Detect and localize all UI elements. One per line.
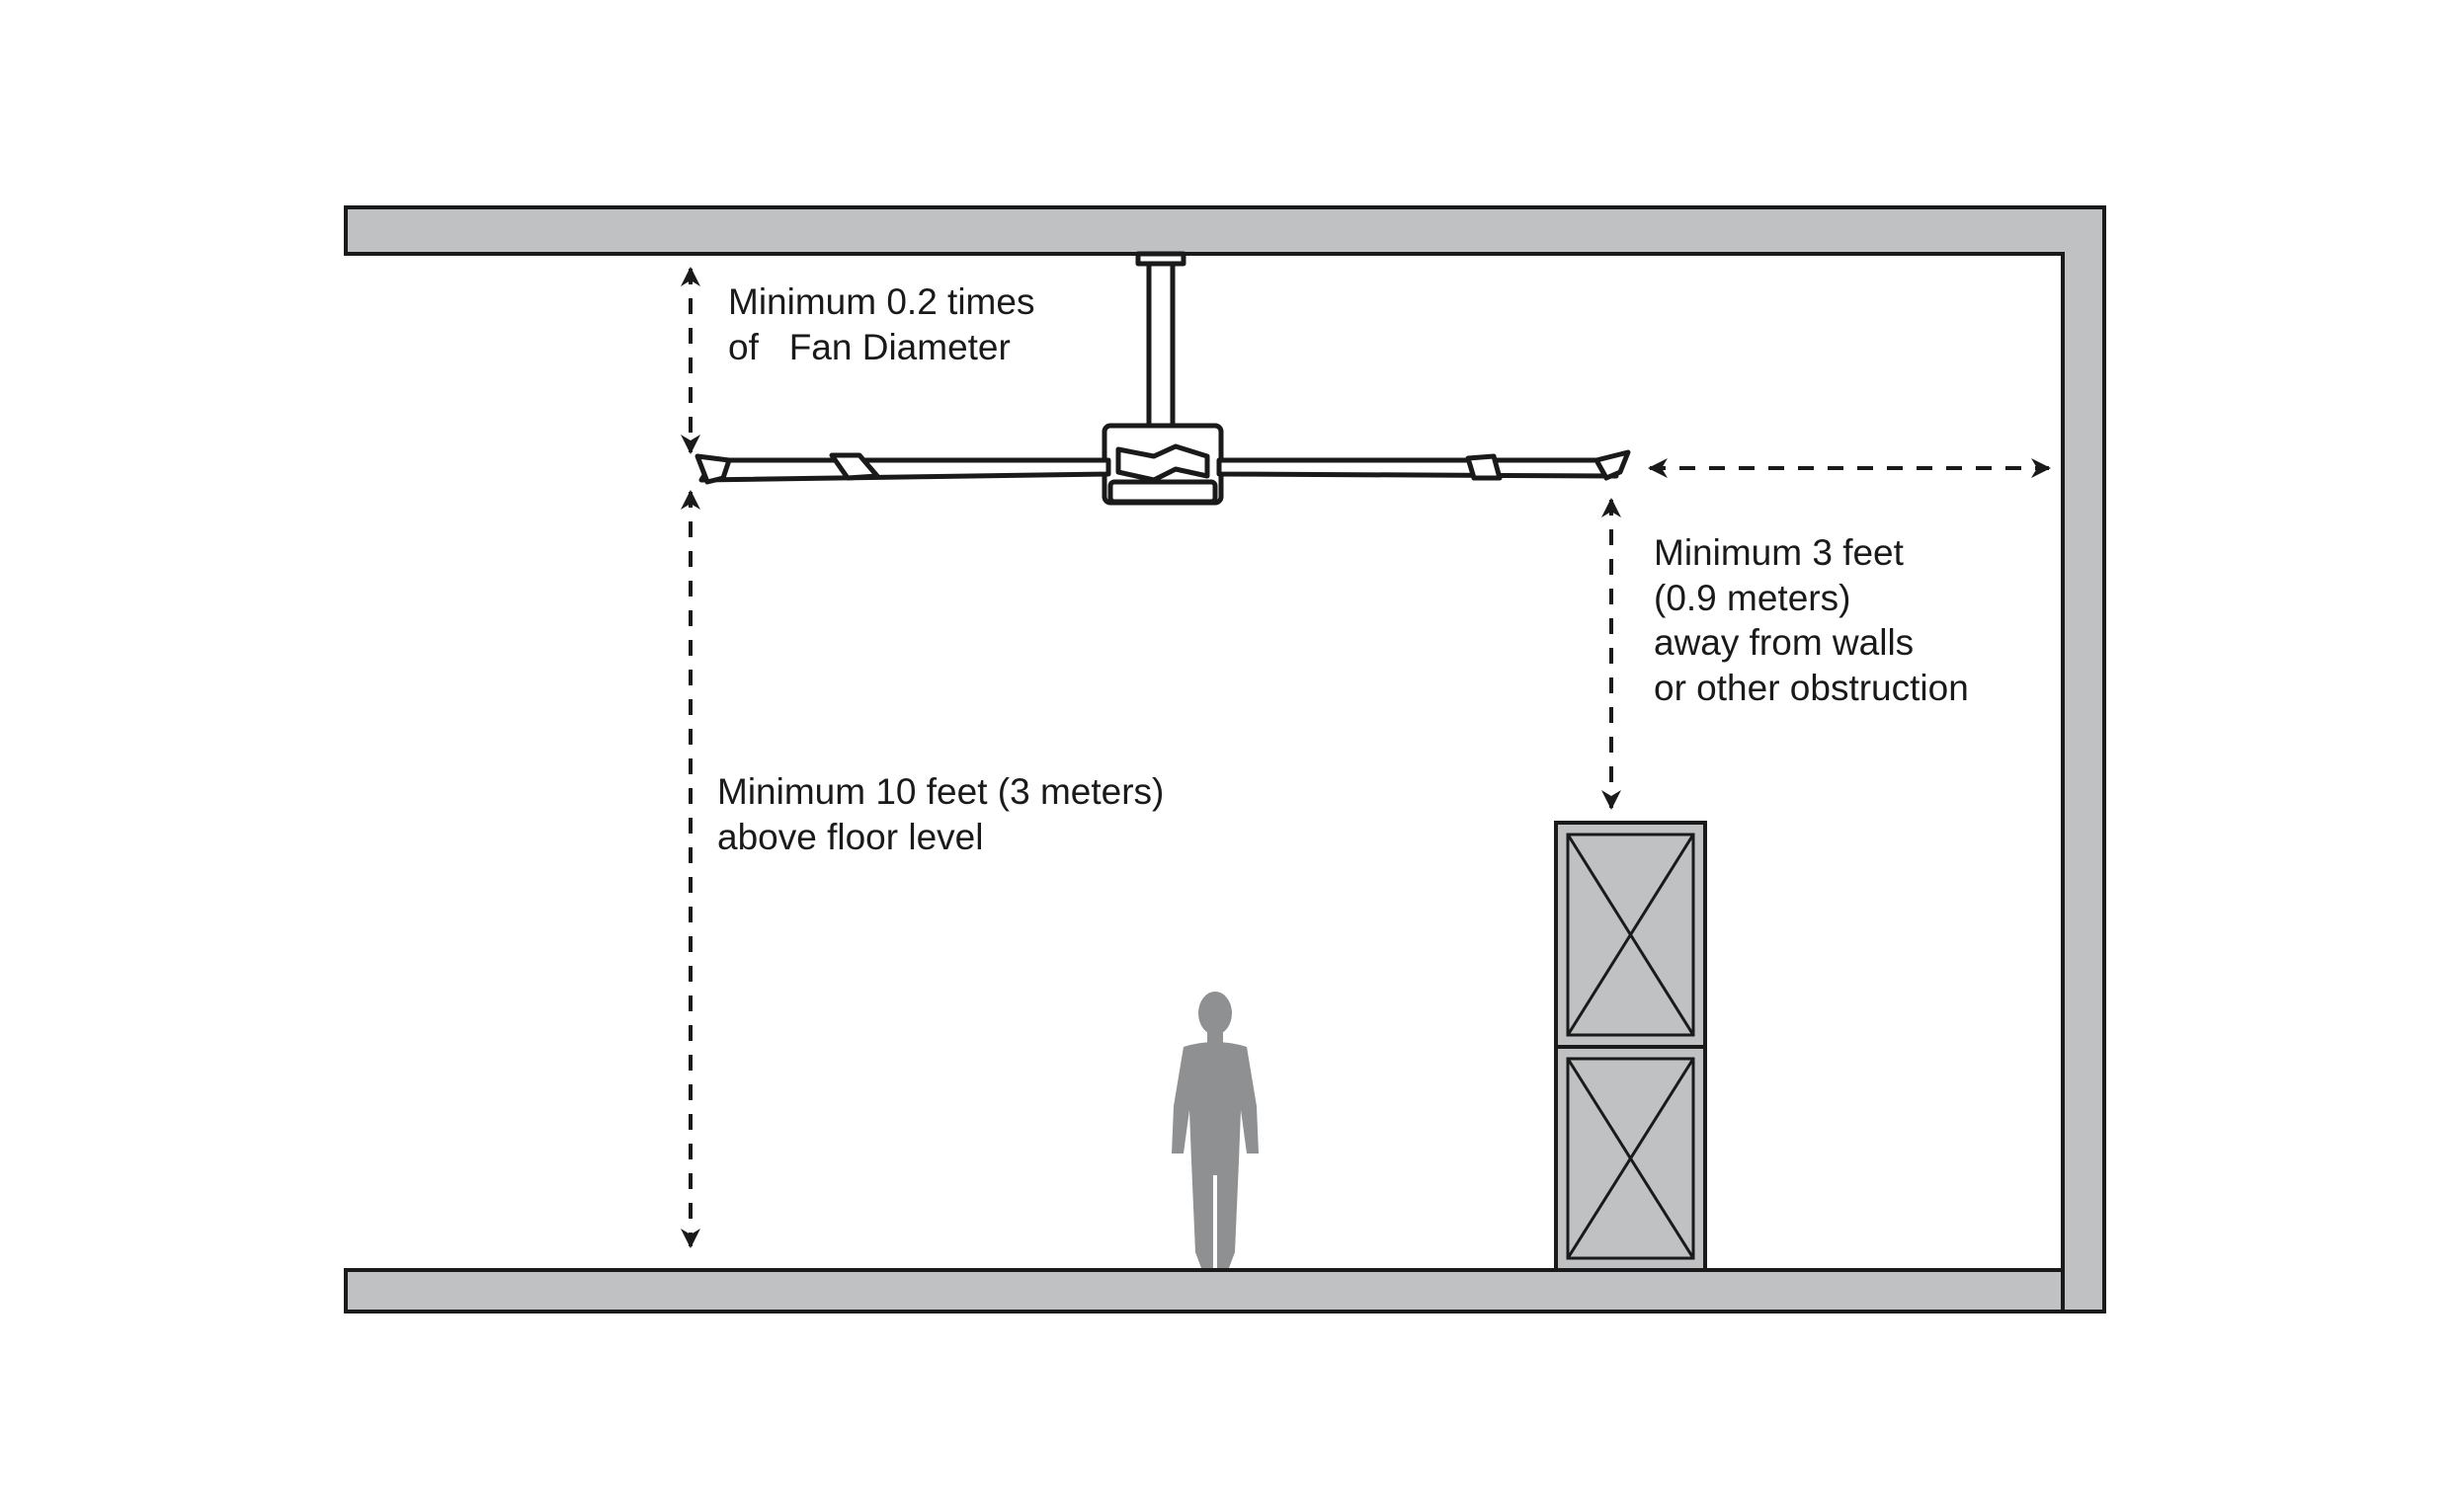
floor-clearance-dimension: Minimum 10 feet (3 meters) above floor l… [681,490,1175,1248]
floor-slab [344,1268,2065,1313]
wall-clearance-label: Minimum 3 feet (0.9 meters) away from wa… [1654,532,1969,708]
fan-blade-right [1216,457,1619,479]
ceiling-clearance-label: Minimum 0.2 times of Fan Diameter [728,281,1045,367]
fan-blade-left-tip [694,453,732,485]
person-neck [1207,1031,1223,1043]
obstruction-clearance-dimension: Minimum 3 feet (0.9 meters) away from wa… [1601,498,1969,810]
fan-motor-base [1107,479,1218,505]
stacked-crate-icon [1554,821,1707,1272]
crate-bottom [1554,1045,1707,1272]
ceiling-clearance-dimension: Minimum 0.2 times of Fan Diameter [681,267,1045,454]
floor-clearance-label: Minimum 10 feet (3 meters) above floor l… [717,771,1175,857]
fan-blade-left [698,457,1111,483]
fan-downrod [1146,251,1176,429]
crate-top [1554,821,1707,1049]
fan-mount [1135,251,1186,267]
person-body [1172,1042,1259,1268]
fan-blade-right-clip [1465,453,1503,481]
fan-motor-detail [1115,443,1210,483]
fan-blade-left-clip [829,452,880,481]
building-structure [344,205,2106,1313]
ceiling-fan-icon [694,251,1631,506]
person-silhouette-icon [1172,992,1259,1268]
person-head [1198,992,1232,1035]
fan-blade-right-tip [1593,449,1631,481]
